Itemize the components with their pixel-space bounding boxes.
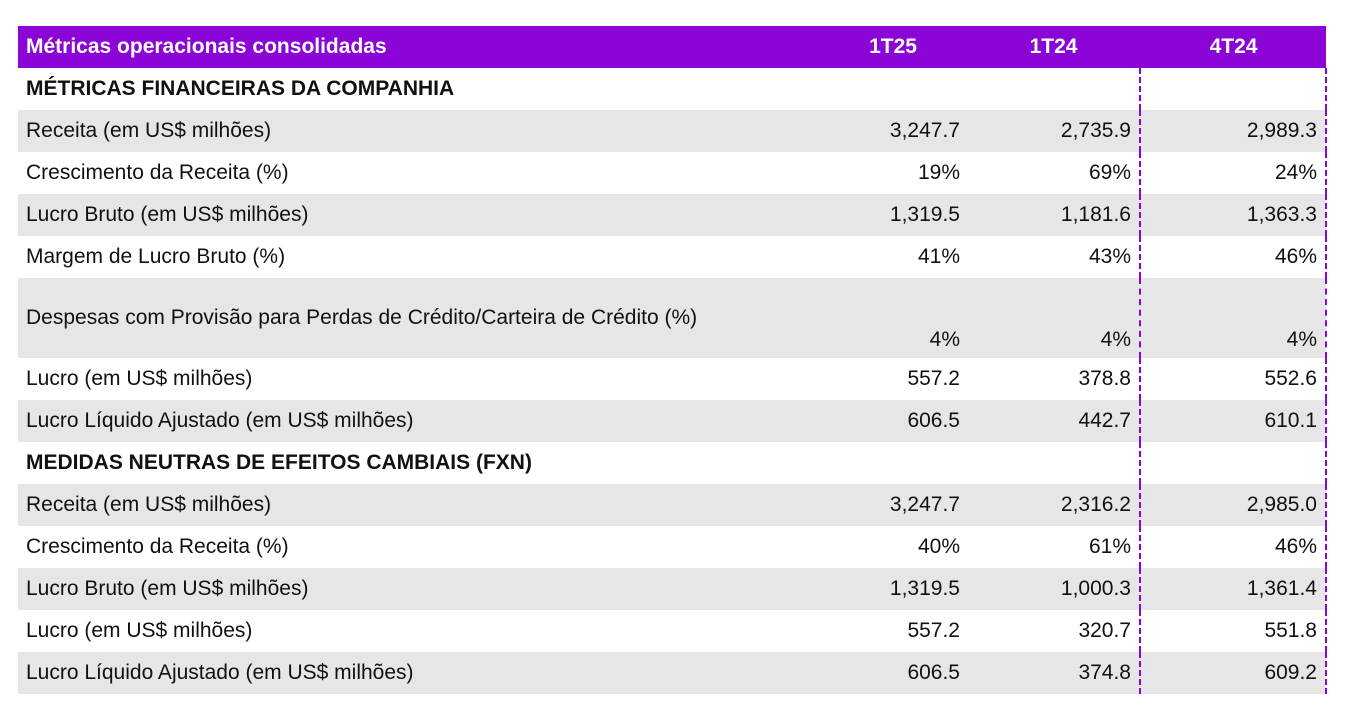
header-label: Métricas operacionais consolidadas	[18, 26, 818, 68]
table-row: Lucro Líquido Ajustado (em US$ milhões) 6…	[18, 400, 1327, 442]
value-1t24: 4%	[968, 278, 1140, 358]
value-1t25: 557.2	[907, 367, 960, 390]
row-label: Crescimento da Receita (%)	[26, 535, 289, 558]
value-1t24: 2,735.9	[968, 110, 1140, 152]
header-row: Métricas operacionais consolidadas 1T25 …	[18, 26, 1326, 68]
row-label: Lucro (em US$ milhões)	[26, 367, 253, 390]
table-header: Métricas operacionais consolidadas 1T25 …	[18, 26, 1326, 68]
table-row: Crescimento da Receita (%) 19% 69% 24%	[18, 152, 1327, 194]
header-4t24: 4T24	[1139, 26, 1326, 68]
value-1t25: 3,247.7	[818, 110, 968, 152]
section-empty-cell	[1139, 68, 1327, 110]
value-1t24: 61%	[1088, 535, 1131, 558]
section-row: MÉTRICAS FINANCEIRAS DA COMPANHIA	[18, 68, 1327, 110]
row-label: Lucro (em US$ milhões)	[26, 619, 253, 642]
value-4t24: 609.2	[1139, 652, 1327, 694]
row-label: Despesas com Provisão para Perdas de Cré…	[18, 278, 818, 358]
table-row: Despesas com Provisão para Perdas de Cré…	[18, 278, 1327, 358]
header-1t24: 1T24	[968, 26, 1140, 68]
value-1t24: 378.8	[1078, 367, 1131, 390]
table-row: Receita (em US$ milhões) 3,247.7 2,316.2 2,…	[18, 484, 1327, 526]
value-4t24: 46%	[1139, 236, 1327, 278]
value-1t25: 41%	[917, 245, 960, 268]
header-1t25: 1T25	[818, 26, 968, 68]
value-1t24: 2,316.2	[968, 484, 1140, 526]
value-1t25: 1,319.5	[818, 568, 968, 610]
row-label: Lucro Líquido Ajustado (em US$ milhões)	[18, 400, 818, 442]
value-1t25: 3,247.7	[818, 484, 968, 526]
row-label: Receita (em US$ milhões)	[18, 110, 818, 152]
section-title: MÉTRICAS FINANCEIRAS DA COMPANHIA	[18, 68, 1140, 110]
table-row: Lucro (em US$ milhões) 557.2 320.7 551.8	[18, 610, 1327, 652]
value-4t24: 1,361.4	[1139, 568, 1327, 610]
value-4t24: 24%	[1139, 152, 1327, 194]
value-1t25: 19%	[917, 161, 960, 184]
value-4t24: 1,363.3	[1139, 194, 1327, 236]
row-label: Lucro Líquido Ajustado (em US$ milhões)	[18, 652, 818, 694]
section-empty-cell	[1139, 442, 1327, 484]
value-1t25: 1,319.5	[818, 194, 968, 236]
value-1t24: 374.8	[968, 652, 1140, 694]
table-row: Crescimento da Receita (%) 40% 61% 46%	[18, 526, 1327, 568]
row-label: Lucro Bruto (em US$ milhões)	[18, 194, 818, 236]
row-label: Receita (em US$ milhões)	[18, 484, 818, 526]
table-row: Margem de Lucro Bruto (%) 41% 43% 46%	[18, 236, 1327, 278]
value-1t24: 442.7	[968, 400, 1140, 442]
row-label: Margem de Lucro Bruto (%)	[26, 245, 286, 268]
value-1t25: 40%	[917, 535, 960, 558]
section-title: MEDIDAS NEUTRAS DE EFEITOS CAMBIAIS (FXN…	[18, 442, 1140, 484]
operational-metrics-table: Métricas operacionais consolidadas 1T25 …	[18, 26, 1327, 694]
value-4t24: 552.6	[1139, 358, 1327, 400]
table-row: Lucro Bruto (em US$ milhões) 1,319.5 1,181…	[18, 194, 1327, 236]
value-4t24: 610.1	[1139, 400, 1327, 442]
value-1t24: 69%	[1088, 161, 1131, 184]
table-row: Receita (em US$ milhões) 3,247.7 2,735.9 2,…	[18, 110, 1327, 152]
value-1t25: 557.2	[907, 619, 960, 642]
value-1t25: 4%	[818, 278, 968, 358]
table-row: Lucro Bruto (em US$ milhões) 1,319.5 1,000…	[18, 568, 1327, 610]
section-row: MEDIDAS NEUTRAS DE EFEITOS CAMBIAIS (FXN…	[18, 442, 1327, 484]
value-4t24: 46%	[1139, 526, 1327, 568]
metrics-table-container: Métricas operacionais consolidadas 1T25 …	[18, 26, 1327, 694]
table-row: Lucro (em US$ milhões) 557.2 378.8 552.6	[18, 358, 1327, 400]
value-4t24: 4%	[1139, 278, 1327, 358]
value-4t24: 2,985.0	[1139, 484, 1327, 526]
table-row: Lucro Líquido Ajustado (em US$ milhões) 6…	[18, 652, 1327, 694]
row-label: Lucro Bruto (em US$ milhões)	[18, 568, 818, 610]
value-1t25: 606.5	[818, 400, 968, 442]
value-1t24: 320.7	[1078, 619, 1131, 642]
value-1t24: 1,181.6	[968, 194, 1140, 236]
value-1t25: 606.5	[818, 652, 968, 694]
value-4t24: 2,989.3	[1139, 110, 1327, 152]
row-label: Crescimento da Receita (%)	[26, 161, 289, 184]
table-body: MÉTRICAS FINANCEIRAS DA COMPANHIA Receita…	[18, 68, 1327, 694]
value-1t24: 43%	[1088, 245, 1131, 268]
value-4t24: 551.8	[1139, 610, 1327, 652]
value-1t24: 1,000.3	[968, 568, 1140, 610]
